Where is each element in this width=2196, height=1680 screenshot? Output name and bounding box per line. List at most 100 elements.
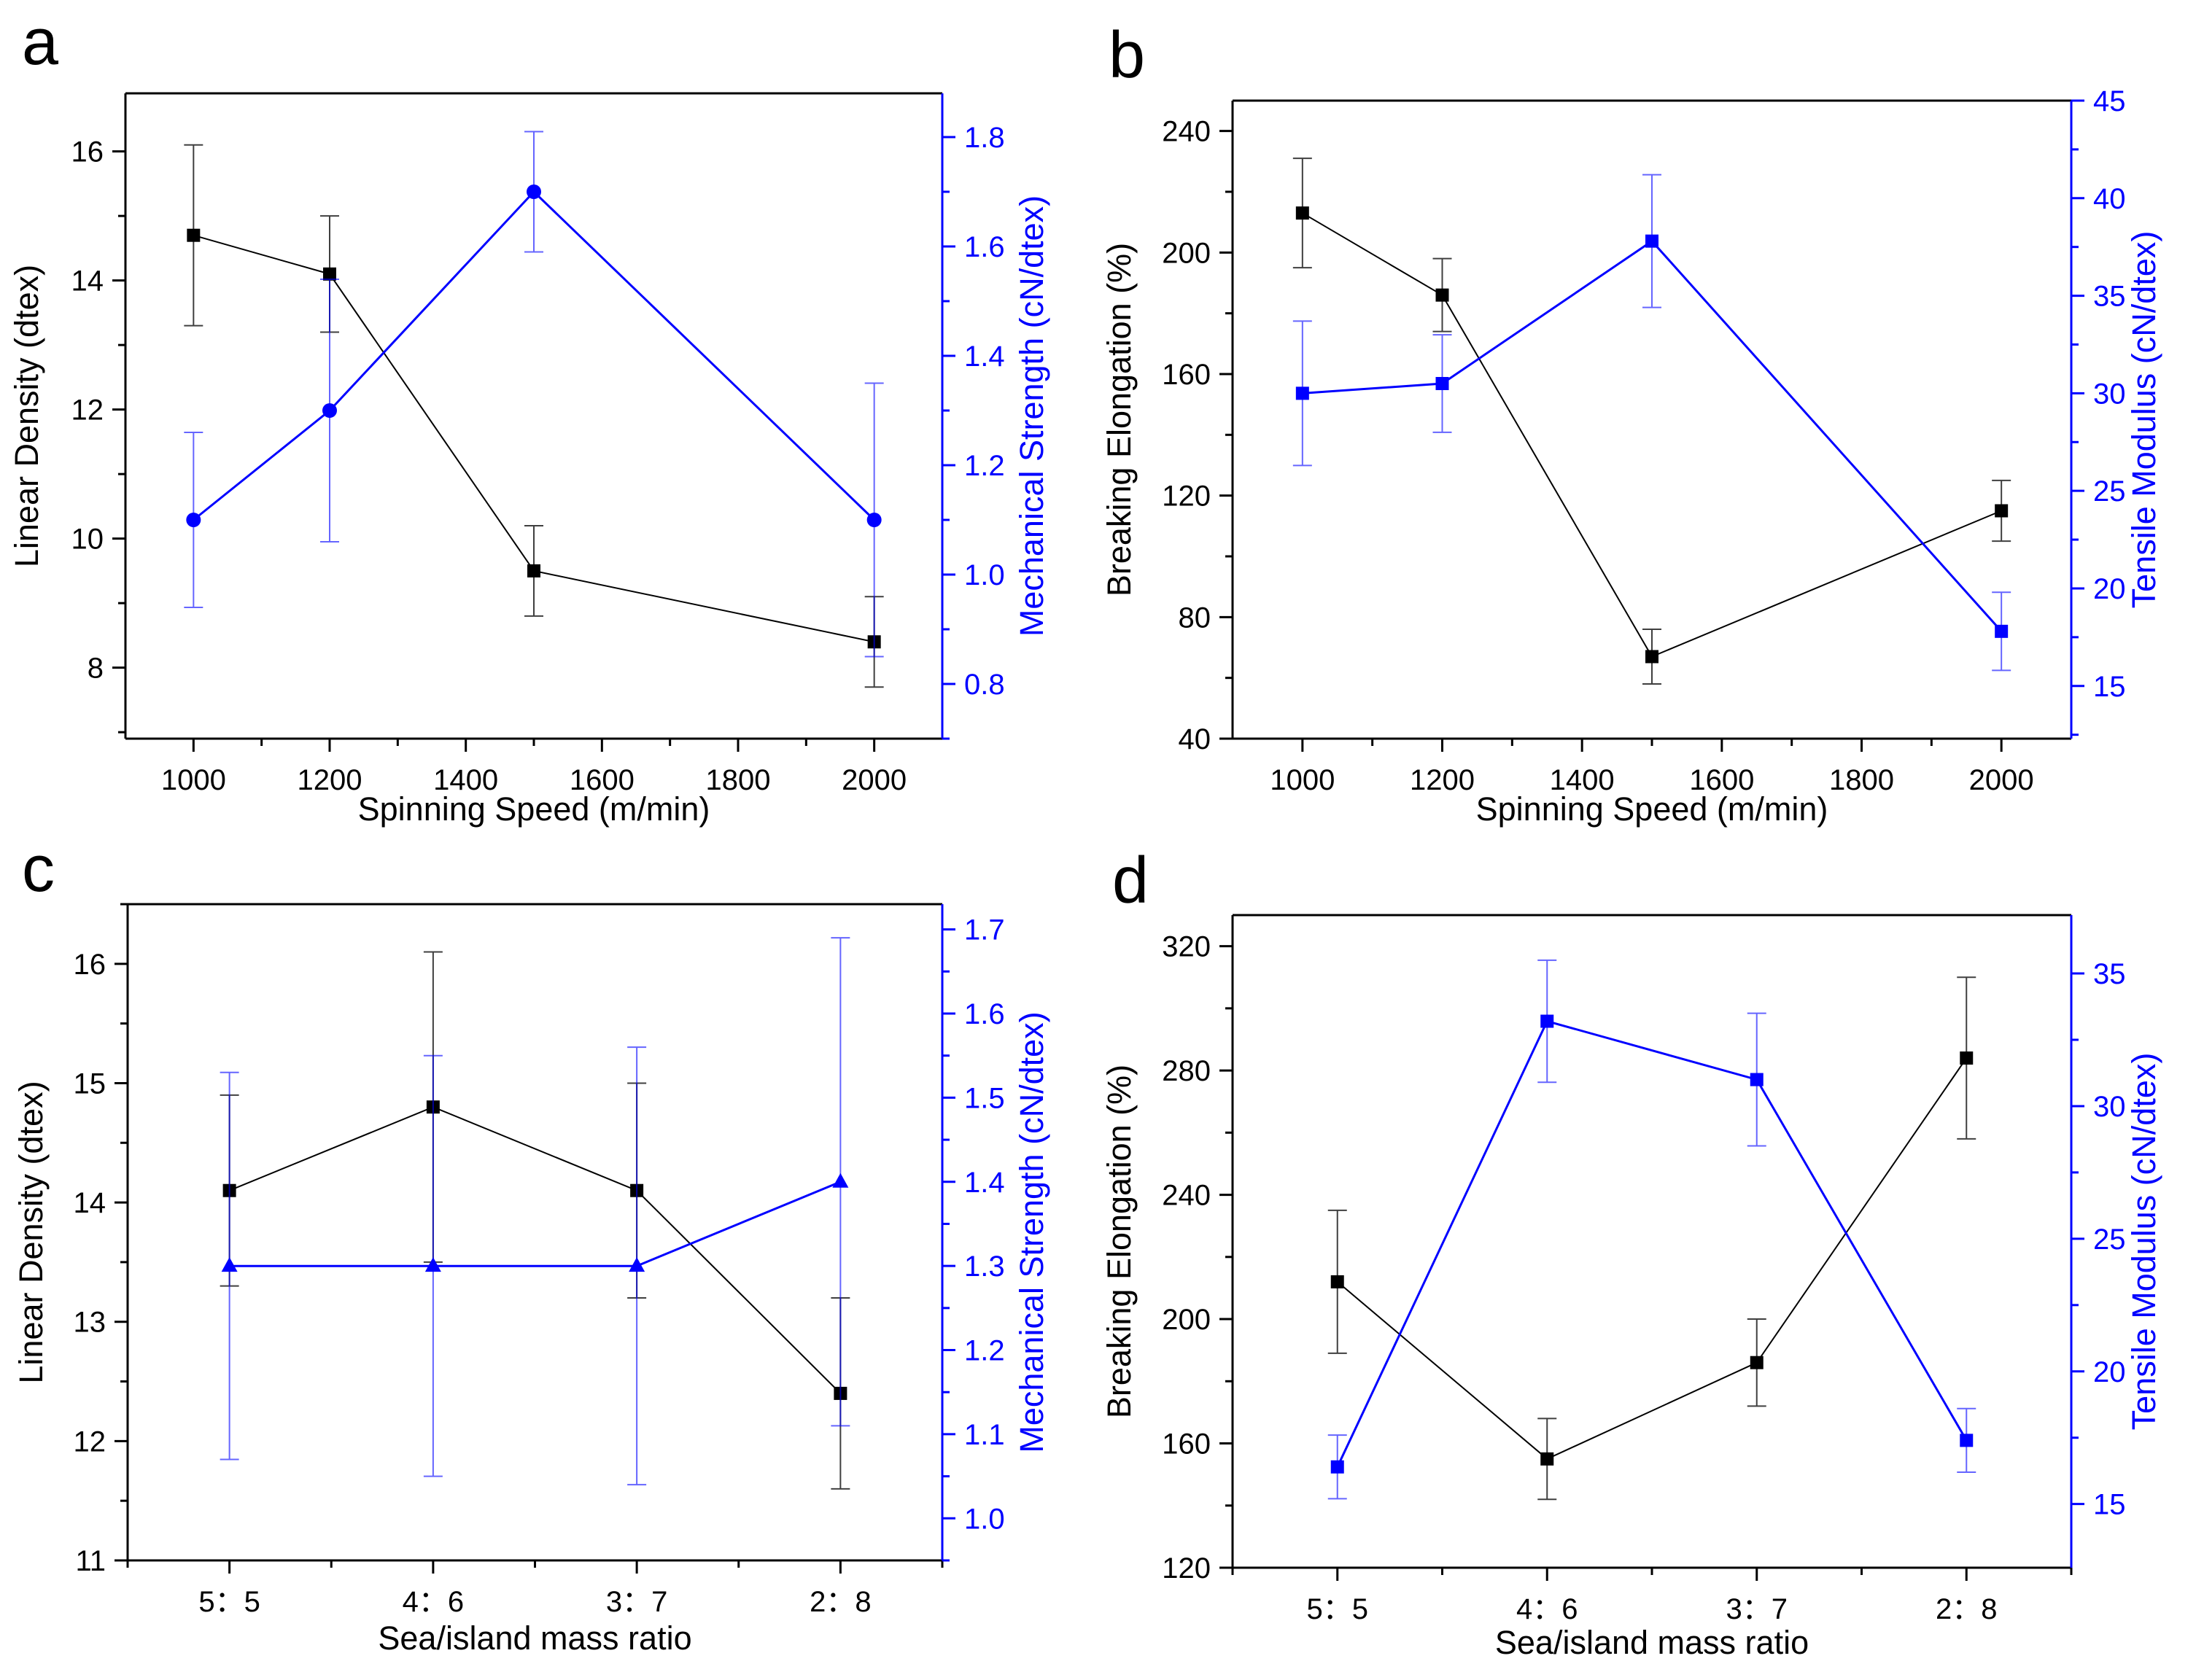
left-y-tick-label: 160 <box>1162 1428 1211 1461</box>
x-tick-label: 1400 <box>433 764 498 796</box>
right-y-tick-label: 1.7 <box>964 914 1005 946</box>
left-y-axis-title: Linear Density (dtex) <box>12 1081 50 1383</box>
left-y-tick-label: 200 <box>1162 1304 1211 1336</box>
left-y-tick-label: 13 <box>74 1307 106 1339</box>
panel-letter: b <box>1109 19 1145 92</box>
left-y-tick-label: 160 <box>1162 359 1211 391</box>
right-y-tick-label: 20 <box>2093 1356 2126 1388</box>
data-point <box>527 184 541 199</box>
right-y-tick-label: 1.6 <box>964 231 1005 263</box>
data-point <box>1995 504 2009 518</box>
left-y-tick-label: 14 <box>74 1187 106 1219</box>
data-point <box>1540 1014 1554 1028</box>
x-tick-label: 3：7 <box>1726 1593 1788 1625</box>
left-y-axis-title: Linear Density (dtex) <box>8 265 45 567</box>
series-line <box>1336 1019 1968 1468</box>
right-y-tick-label: 1.1 <box>964 1419 1005 1451</box>
left-y-tick-label: 240 <box>1162 1180 1211 1212</box>
data-point <box>1435 288 1449 302</box>
series-right <box>220 937 850 1486</box>
x-tick-label: 1000 <box>1270 764 1335 796</box>
data-point <box>424 1257 441 1272</box>
left-y-tick-label: 12 <box>71 394 104 427</box>
right-y-tick-label: 35 <box>2093 958 2126 990</box>
data-point <box>1295 206 1309 220</box>
data-point <box>1750 1356 1764 1369</box>
right-y-tick-label: 1.6 <box>964 998 1005 1030</box>
right-y-tick-label: 30 <box>2093 378 2126 410</box>
right-y-tick-label: 45 <box>2093 85 2126 117</box>
series-left <box>220 951 850 1490</box>
x-tick-label: 1800 <box>1829 764 1894 796</box>
right-y-tick-label: 1.4 <box>964 1167 1005 1199</box>
x-tick-label: 1600 <box>1689 764 1754 796</box>
data-point <box>1750 1073 1764 1086</box>
data-point <box>1330 1275 1344 1288</box>
panel-letter: a <box>22 6 59 79</box>
right-y-tick-label: 1.0 <box>964 559 1005 591</box>
series-line <box>229 1181 841 1267</box>
x-tick-label: 1800 <box>706 764 771 796</box>
right-y-tick-label: 1.8 <box>964 122 1005 154</box>
data-point <box>1645 650 1658 664</box>
data-point <box>1540 1452 1554 1466</box>
left-y-tick-label: 240 <box>1162 116 1211 148</box>
x-tick-label: 2000 <box>1969 764 2034 796</box>
series-line <box>193 190 875 521</box>
panel-c: c 5：5 4：6 3：7 2：8 11 12 13 14 15 16 1.0 1.1 1.2 1.3 1.4… <box>12 833 1050 1657</box>
data-point <box>1645 234 1658 248</box>
left-y-tick-label: 120 <box>1162 481 1211 513</box>
x-axis-title: Spinning Speed (m/min) <box>358 790 710 828</box>
left-y-axis-title: Breaking Elongation (%) <box>1101 1065 1138 1418</box>
right-y-axis-title: Tensile Modulus (cN/dtex) <box>2125 231 2162 609</box>
left-y-tick-label: 200 <box>1162 237 1211 269</box>
left-y-tick-label: 80 <box>1179 602 1211 634</box>
x-tick-label: 1400 <box>1550 764 1615 796</box>
right-y-tick-label: 35 <box>2093 281 2126 313</box>
data-point <box>1295 386 1309 400</box>
left-y-tick-label: 280 <box>1162 1055 1211 1087</box>
right-y-tick-label: 15 <box>2093 1489 2126 1521</box>
data-point <box>1960 1434 1974 1447</box>
series-left <box>184 144 884 688</box>
x-tick-label: 3：7 <box>606 1586 668 1618</box>
x-tick-label: 1600 <box>570 764 635 796</box>
series-left <box>1292 158 2011 685</box>
left-y-tick-label: 11 <box>75 1545 106 1577</box>
x-axis-title: Spinning Speed (m/min) <box>1476 790 1828 828</box>
right-y-tick-label: 40 <box>2093 183 2126 215</box>
series-right <box>1327 959 1976 1500</box>
x-tick-label: 4：6 <box>1516 1593 1578 1625</box>
right-y-tick-label: 1.0 <box>964 1503 1005 1535</box>
panel-b: b 1000 1200 1400 1600 1800 2000 40 80 120 160 200 24… <box>1101 19 2162 828</box>
x-tick-label: 2：8 <box>1936 1593 1998 1625</box>
right-y-tick-label: 25 <box>2093 475 2126 508</box>
data-point <box>322 403 337 418</box>
x-tick-label: 2000 <box>842 764 907 796</box>
series-line <box>1302 239 2003 632</box>
panel-letter: c <box>22 833 55 906</box>
left-y-tick-label: 15 <box>74 1068 106 1100</box>
right-y-tick-label: 1.2 <box>964 450 1005 482</box>
left-y-tick-label: 320 <box>1162 931 1211 963</box>
data-point <box>1435 376 1449 390</box>
right-y-tick-label: 20 <box>2093 573 2126 605</box>
data-point <box>1995 624 2009 638</box>
right-y-tick-label: 1.5 <box>964 1082 1005 1114</box>
series-line <box>193 234 874 643</box>
x-tick-label: 4：6 <box>403 1586 465 1618</box>
data-point <box>866 513 882 527</box>
right-y-tick-label: 25 <box>2093 1224 2126 1256</box>
right-y-tick-label: 1.4 <box>964 341 1005 373</box>
data-point <box>186 513 201 527</box>
right-y-tick-label: 15 <box>2093 671 2126 703</box>
series-right <box>1292 174 2011 672</box>
right-y-axis-title: Mechanical Strength (cN/dtex) <box>1013 195 1050 637</box>
x-tick-label: 1000 <box>161 764 226 796</box>
x-tick-label: 2：8 <box>810 1586 872 1618</box>
left-y-tick-label: 10 <box>71 524 104 556</box>
data-point <box>1330 1460 1344 1474</box>
right-y-tick-label: 1.3 <box>964 1251 1005 1283</box>
panel-d: d 5：5 4：6 3：7 2：8 120 160 200 240 280 320 15 20 25 30 3… <box>1101 844 2162 1661</box>
right-y-axis-title: Mechanical Strength (cN/dtex) <box>1013 1011 1050 1452</box>
